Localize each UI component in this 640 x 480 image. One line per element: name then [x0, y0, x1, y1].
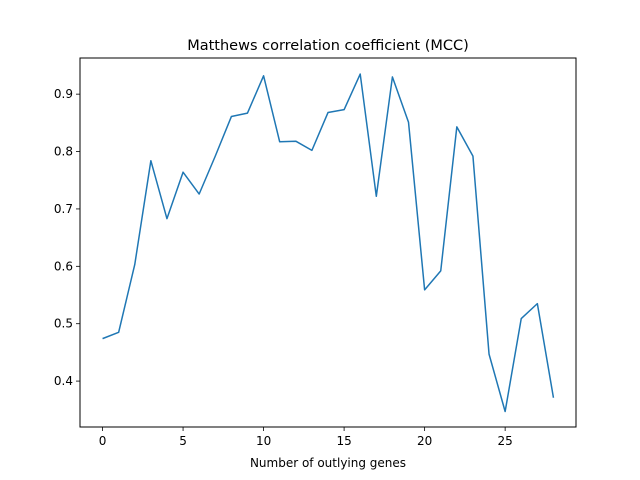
y-tick-label: 0.8 — [54, 145, 73, 159]
x-axis-label: Number of outlying genes — [250, 456, 406, 470]
x-tick-label: 25 — [498, 434, 513, 448]
plot-frame — [79, 57, 577, 428]
y-tick-label: 0.7 — [54, 202, 73, 216]
x-tick-label: 15 — [336, 434, 351, 448]
y-tick-label: 0.5 — [54, 317, 73, 331]
y-axis: 0.4 0.5 0.6 0.7 0.8 0.9 — [54, 87, 80, 388]
x-axis: 0 5 10 15 20 25 — [99, 427, 513, 448]
x-tick-label: 10 — [256, 434, 271, 448]
y-tick-label: 0.4 — [54, 374, 73, 388]
y-tick-label: 0.6 — [54, 259, 73, 273]
x-tick-label: 20 — [417, 434, 432, 448]
chart-title: Matthews correlation coefficient (MCC) — [187, 38, 469, 54]
x-tick-label: 0 — [99, 434, 107, 448]
x-tick-label: 5 — [179, 434, 187, 448]
y-tick-label: 0.9 — [54, 87, 73, 101]
series-line-0 — [102, 73, 555, 413]
